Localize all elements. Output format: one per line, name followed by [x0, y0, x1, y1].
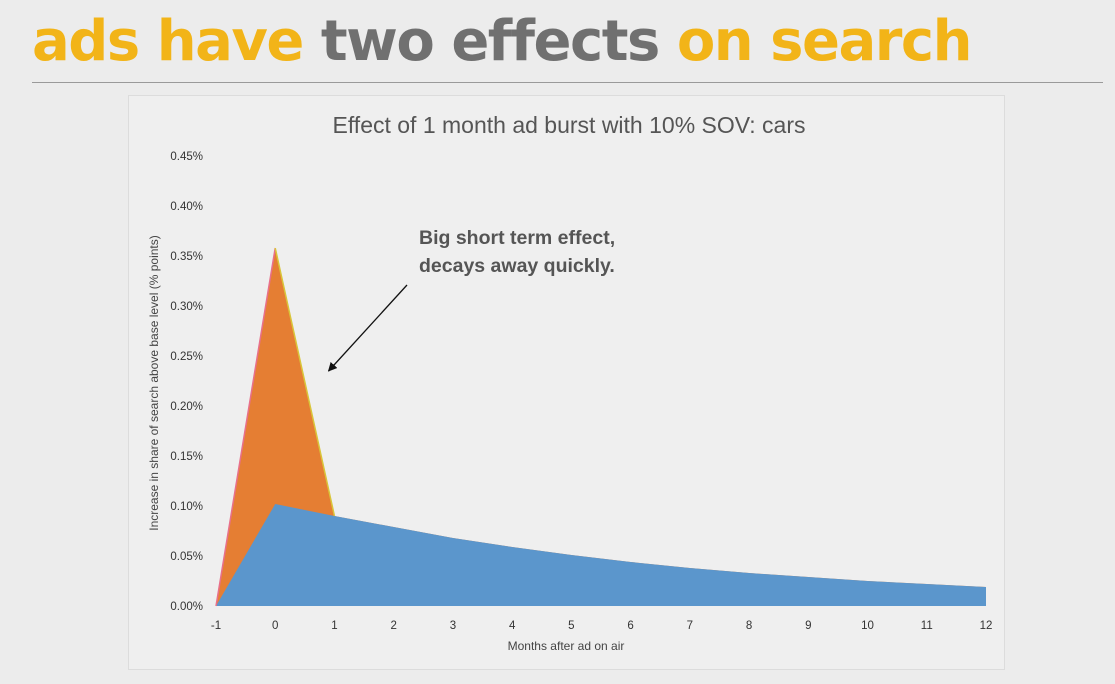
x-axis-label: Months after ad on air	[508, 639, 625, 653]
slide-title-part-1: ads have	[32, 9, 304, 74]
y-tick-label: 0.45%	[170, 151, 203, 163]
annotation-text-line: decays away quickly.	[419, 255, 615, 277]
chart-panel: Effect of 1 month ad burst with 10% SOV:…	[128, 95, 1005, 670]
x-tick-label: 10	[861, 620, 874, 632]
y-tick-label: 0.20%	[170, 401, 203, 413]
slide-title: ads have two effects on search	[32, 4, 973, 80]
y-tick-label: 0.30%	[170, 301, 203, 313]
x-tick-label: 3	[450, 620, 456, 632]
chart-title: Effect of 1 month ad burst with 10% SOV:…	[332, 112, 805, 138]
slide-title-part-2: two effects	[320, 9, 660, 74]
y-tick-label: 0.25%	[170, 351, 203, 363]
area-series-2	[216, 504, 986, 606]
y-tick-label: 0.15%	[170, 451, 203, 463]
spike-edge-rising	[215, 247, 276, 607]
x-tick-label: 7	[687, 620, 693, 632]
y-tick-label: 0.10%	[170, 501, 203, 513]
x-tick-label: 1	[331, 620, 337, 632]
y-tick-label: 0.00%	[170, 601, 203, 613]
area-chart: Effect of 1 month ad burst with 10% SOV:…	[147, 112, 993, 653]
x-tick-label: 12	[980, 620, 993, 632]
x-tick-label: 8	[746, 620, 752, 632]
y-axis-label: Increase in share of search above base l…	[147, 235, 161, 531]
x-tick-label: 11	[921, 620, 933, 632]
x-tick-label: 2	[390, 620, 396, 632]
x-tick-label: 6	[627, 620, 633, 632]
x-tick-label: 4	[509, 620, 516, 632]
y-tick-label: 0.40%	[170, 201, 203, 213]
x-tick-label: 0	[272, 620, 278, 632]
annotation-arrow	[327, 284, 408, 372]
title-divider	[32, 82, 1103, 83]
annotation-text-line: Big short term effect,	[419, 227, 615, 249]
spike-edge-falling	[274, 247, 336, 517]
slide-title-part-3: on search	[676, 9, 973, 74]
y-tick-label: 0.05%	[170, 551, 203, 563]
x-tick-label: 5	[568, 620, 574, 632]
x-tick-label: 9	[805, 620, 811, 632]
y-tick-label: 0.35%	[170, 251, 203, 263]
x-tick-label: -1	[211, 620, 221, 632]
